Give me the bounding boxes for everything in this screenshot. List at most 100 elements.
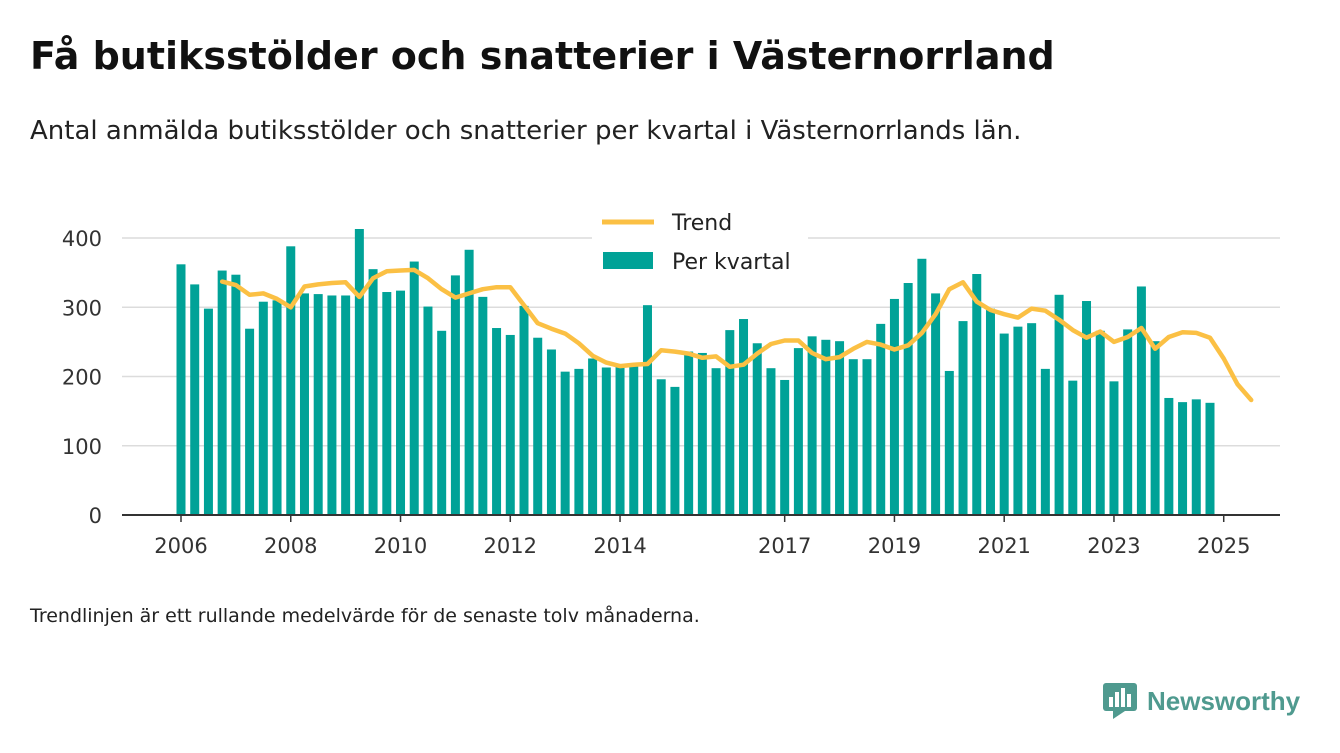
bar bbox=[739, 319, 749, 515]
bar bbox=[1095, 330, 1105, 515]
bar bbox=[601, 367, 611, 515]
bar bbox=[1082, 301, 1092, 515]
bar bbox=[862, 359, 872, 515]
bar bbox=[917, 258, 927, 515]
bar bbox=[299, 293, 309, 515]
bar bbox=[999, 333, 1009, 515]
bar bbox=[437, 330, 447, 515]
bar bbox=[354, 228, 364, 515]
x-tick-label: 2023 bbox=[1087, 534, 1140, 558]
bar bbox=[423, 306, 433, 515]
bar bbox=[629, 365, 639, 515]
bar bbox=[231, 274, 241, 515]
bar bbox=[313, 294, 323, 515]
bar bbox=[574, 368, 584, 515]
bar bbox=[1178, 402, 1188, 515]
bar bbox=[807, 336, 817, 515]
bar bbox=[1054, 294, 1064, 515]
bar bbox=[972, 274, 982, 515]
bar bbox=[341, 295, 351, 515]
bar bbox=[835, 341, 845, 515]
bar bbox=[848, 359, 858, 515]
footnote: Trendlinjen är ett rullande medelvärde f… bbox=[30, 605, 700, 627]
bar bbox=[176, 264, 186, 515]
bar bbox=[519, 305, 529, 515]
x-tick-label: 2012 bbox=[484, 534, 537, 558]
chart-subtitle: Antal anmälda butiksstölder och snatteri… bbox=[30, 116, 1022, 146]
bar bbox=[505, 334, 515, 515]
bar bbox=[752, 343, 762, 515]
legend-background bbox=[592, 206, 808, 282]
bar bbox=[1013, 326, 1023, 515]
bar bbox=[1068, 380, 1078, 515]
bar bbox=[1109, 381, 1119, 515]
bar bbox=[1164, 397, 1174, 515]
bar bbox=[656, 379, 666, 515]
brand-logo: Newsworthy bbox=[1103, 683, 1300, 719]
bar bbox=[546, 349, 556, 515]
x-tick-label: 2010 bbox=[374, 534, 427, 558]
bar bbox=[944, 370, 954, 515]
bar bbox=[245, 328, 255, 515]
legend-label-bars: Per kvartal bbox=[672, 250, 791, 275]
bar bbox=[793, 348, 803, 515]
x-tick-label: 2019 bbox=[868, 534, 921, 558]
bar bbox=[876, 323, 886, 515]
y-tick-label: 400 bbox=[62, 227, 102, 251]
trend-layer bbox=[219, 267, 1254, 403]
bar bbox=[327, 295, 337, 515]
x-tick-label: 2017 bbox=[758, 534, 811, 558]
bar bbox=[889, 298, 899, 515]
bar bbox=[1136, 286, 1146, 515]
bar bbox=[464, 249, 474, 515]
bar bbox=[711, 368, 721, 515]
bar bbox=[697, 352, 707, 515]
legend-swatch-bars bbox=[603, 252, 653, 269]
bar bbox=[560, 371, 570, 515]
bar bbox=[725, 330, 735, 515]
x-tick-label: 2014 bbox=[593, 534, 646, 558]
trend-line bbox=[219, 267, 1254, 403]
bar bbox=[382, 292, 392, 515]
bar bbox=[1040, 368, 1050, 515]
x-tick-label: 2006 bbox=[154, 534, 207, 558]
x-tick-label: 2021 bbox=[977, 534, 1030, 558]
bar bbox=[1150, 341, 1160, 515]
bar bbox=[588, 358, 598, 515]
bar bbox=[190, 284, 200, 515]
bar bbox=[766, 368, 776, 515]
y-tick-label: 0 bbox=[89, 504, 102, 528]
bar bbox=[958, 321, 968, 515]
bar bbox=[450, 275, 460, 515]
bar bbox=[670, 386, 680, 515]
x-tick-label: 2008 bbox=[264, 534, 317, 558]
axes: 0 100 200 300 400 2006 2008 2010 2012 2014 2017 201… bbox=[62, 227, 1280, 558]
bar bbox=[396, 290, 406, 515]
bar bbox=[780, 379, 790, 515]
bar bbox=[272, 300, 282, 515]
chart-title: Få butiksstölder och snatterier i Väster… bbox=[30, 34, 1055, 78]
bar bbox=[615, 366, 625, 515]
bar bbox=[821, 339, 831, 515]
newsworthy-logo-icon bbox=[1103, 683, 1137, 719]
bar bbox=[1205, 402, 1215, 515]
bar bbox=[684, 351, 694, 515]
legend-label-trend: Trend bbox=[671, 211, 732, 236]
bar bbox=[409, 261, 419, 515]
bar bbox=[368, 269, 378, 515]
bar bbox=[203, 308, 213, 515]
bar-line-chart: 0 100 200 300 400 2006 2008 2010 2012 2014 2017 201… bbox=[62, 206, 1280, 558]
brand-name: Newsworthy bbox=[1147, 685, 1301, 716]
legend: Trend Per kvartal bbox=[592, 206, 808, 282]
bar bbox=[931, 293, 941, 515]
bar bbox=[533, 337, 543, 515]
bar bbox=[492, 328, 502, 515]
bar bbox=[258, 301, 268, 515]
bar bbox=[903, 283, 913, 515]
y-tick-label: 200 bbox=[62, 366, 102, 390]
x-tick-label: 2025 bbox=[1197, 534, 1250, 558]
y-tick-label: 300 bbox=[62, 296, 102, 320]
bar bbox=[217, 270, 227, 515]
bar bbox=[1123, 329, 1133, 515]
bar bbox=[1191, 399, 1201, 515]
